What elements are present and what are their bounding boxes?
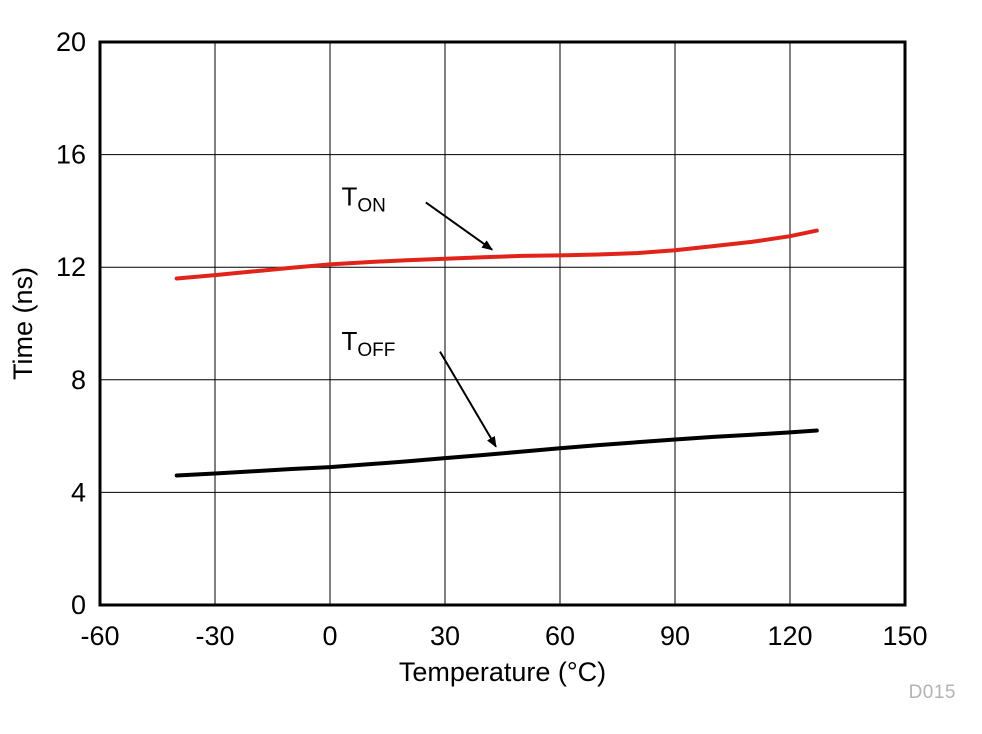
figure-code-watermark: D015 (908, 682, 956, 703)
x-axis-label: Temperature (°C) (399, 657, 606, 687)
annotation-arrow-off (439, 351, 497, 448)
y-tick-label: 16 (56, 140, 86, 170)
series-line-t_on (174, 228, 819, 281)
y-tick-label: 12 (56, 252, 86, 282)
x-tick-label: 0 (322, 621, 337, 651)
annotation-label-on: TON (342, 181, 386, 216)
y-tick-label: 20 (56, 27, 86, 57)
y-axis-label: Time (ns) (8, 267, 38, 380)
annotation-arrow-on (425, 201, 493, 251)
plot-border (98, 40, 907, 607)
y-tick-label: 4 (71, 477, 86, 507)
series-line-t_off (174, 428, 819, 478)
x-tick-label: -60 (80, 621, 119, 651)
x-tick-label: 30 (430, 621, 460, 651)
annotation-label-off: TOFF (342, 326, 396, 361)
x-tick-label: 120 (767, 621, 812, 651)
x-tick-label: 60 (545, 621, 575, 651)
y-tick-label: 0 (71, 590, 86, 620)
x-tick-label: -30 (195, 621, 234, 651)
x-tick-label: 150 (882, 621, 927, 651)
y-tick-label: 8 (71, 365, 86, 395)
x-tick-label: 90 (660, 621, 690, 651)
